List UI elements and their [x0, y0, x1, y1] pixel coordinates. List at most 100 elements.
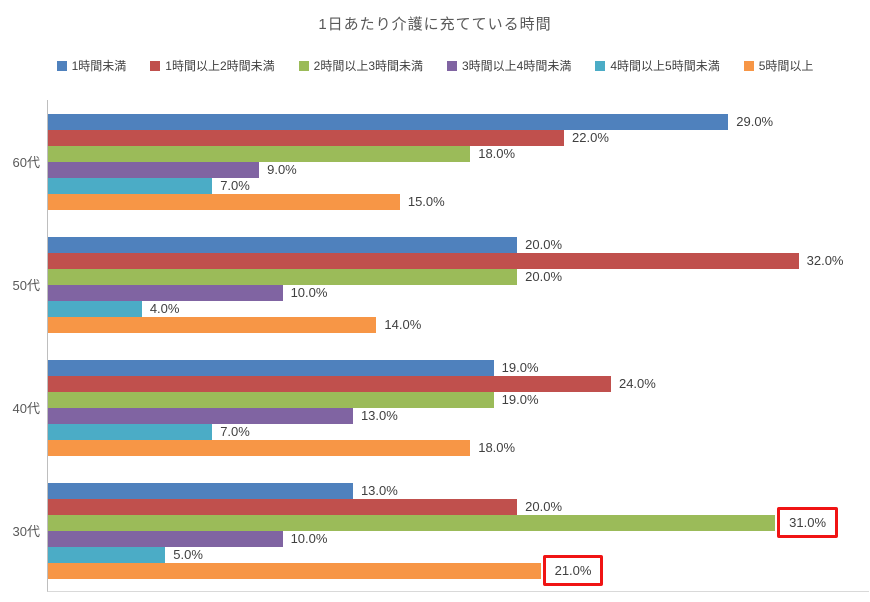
- legend-swatch-icon: [56, 60, 67, 71]
- value-label: 20.0%: [525, 237, 563, 252]
- bar-row: 13.0%: [48, 482, 869, 499]
- legend-label: 1時間以上2時間未満: [165, 59, 275, 73]
- bar-row: 15.0%: [48, 193, 869, 210]
- bar: [48, 193, 400, 210]
- value-label: 22.0%: [572, 130, 609, 145]
- bar: [48, 482, 353, 499]
- value-label: 14.0%: [384, 317, 422, 332]
- value-label: 5.0%: [173, 547, 203, 562]
- value-label-highlighted: 31.0%: [777, 507, 839, 538]
- legend-label: 2時間以上3時間未満: [313, 59, 423, 73]
- bar-row: 5.0%: [48, 546, 869, 563]
- value-label: 20.0%: [525, 269, 563, 284]
- bar-row: 18.0%: [48, 145, 869, 162]
- legend-swatch-icon: [298, 60, 309, 71]
- bar: [48, 316, 377, 333]
- legend-item: 4時間以上5時間未満: [595, 57, 720, 74]
- value-label: 13.0%: [360, 483, 398, 498]
- legend-swatch-icon: [447, 60, 457, 71]
- y-axis-tick-label: 60代: [12, 155, 40, 170]
- bar: [48, 407, 353, 424]
- bar-group: 29.0% 22.0% 18.0% 9.0% 7.0% 15.0%: [48, 100, 869, 223]
- legend-label: 3時間以上4時間未満: [462, 59, 572, 73]
- bar-row: 19.0%: [48, 391, 869, 408]
- legend-item: 3時間以上4時間未満: [447, 57, 571, 74]
- bar: [48, 113, 729, 130]
- y-axis-tick-label: 40代: [12, 401, 40, 416]
- bar-row: 22.0%: [48, 129, 869, 146]
- legend-label: 4時間以上5時間未満: [610, 59, 720, 73]
- bar: [48, 546, 166, 563]
- value-label: 20.0%: [525, 499, 563, 514]
- bar: [48, 145, 471, 162]
- y-axis-labels: 60代 50代 40代 30代: [0, 100, 42, 592]
- chart-title: 1日あたり介護に充てている時間: [318, 16, 552, 33]
- bar-row: 18.0%: [48, 439, 869, 456]
- legend-item: 1時間未満: [56, 57, 127, 74]
- legend-item: 1時間以上2時間未満: [150, 57, 275, 74]
- bar: [48, 562, 541, 579]
- bar-row: 20.0%: [48, 268, 869, 285]
- bar: [48, 236, 518, 253]
- legend-item: 2時間以上3時間未満: [298, 57, 423, 74]
- y-axis-tick-label: 30代: [12, 524, 40, 539]
- bar-row: 13.0%: [48, 407, 869, 424]
- bar-row: 21.0%: [48, 555, 869, 586]
- bar-group: 19.0% 24.0% 19.0% 13.0% 7.0% 18.0%: [48, 346, 869, 469]
- bar: [48, 129, 565, 146]
- bar: [48, 252, 799, 269]
- value-label: 4.0%: [149, 301, 180, 316]
- value-label: 13.0%: [360, 408, 398, 423]
- value-label: 7.0%: [220, 178, 250, 193]
- value-label: 32.0%: [806, 253, 844, 268]
- bar: [48, 514, 776, 531]
- bar: [48, 530, 283, 547]
- bar-row: 14.0%: [48, 316, 869, 333]
- legend-swatch-icon: [743, 60, 754, 71]
- value-label: 19.0%: [501, 360, 539, 375]
- bar-row: 7.0%: [48, 423, 869, 440]
- value-label: 7.0%: [220, 424, 250, 439]
- legend-swatch-icon: [150, 60, 161, 71]
- bar-row: 10.0%: [48, 284, 869, 301]
- bar: [48, 375, 611, 392]
- legend-label: 5時間以上: [758, 59, 814, 73]
- value-label-highlighted: 21.0%: [542, 555, 604, 586]
- bar: [48, 423, 213, 440]
- value-label: 10.0%: [290, 285, 328, 300]
- bar-row: 31.0%: [48, 507, 869, 538]
- bar: [48, 439, 471, 456]
- value-label: 18.0%: [478, 146, 516, 161]
- bar-row: 10.0%: [48, 530, 869, 547]
- value-label: 18.0%: [478, 440, 516, 455]
- value-label: 10.0%: [290, 531, 328, 546]
- legend-swatch-icon: [595, 60, 606, 71]
- bar-row: 24.0%: [48, 375, 869, 392]
- value-label: 24.0%: [618, 376, 656, 391]
- bar-group: 20.0% 32.0% 20.0% 10.0% 4.0% 14.0%: [48, 223, 869, 346]
- plot-area: 29.0% 22.0% 18.0% 9.0% 7.0% 15.0% 20.0% 32.0% 20…: [47, 100, 869, 592]
- legend-item: 5時間以上: [743, 57, 814, 74]
- bar-row: 19.0%: [48, 359, 869, 376]
- bar: [48, 161, 260, 178]
- bar: [48, 268, 518, 285]
- bar-group: 13.0% 20.0% 31.0% 10.0% 5.0% 21.0%: [48, 469, 869, 592]
- bar: [48, 300, 142, 317]
- legend-label: 1時間未満: [71, 59, 127, 73]
- bar: [48, 177, 213, 194]
- y-axis-tick-label: 50代: [12, 278, 40, 293]
- bar: [48, 391, 494, 408]
- bar-row: 9.0%: [48, 161, 869, 178]
- bar-row: 20.0%: [48, 236, 869, 253]
- value-label: 9.0%: [267, 162, 297, 177]
- bar: [48, 359, 494, 376]
- bar-row: 7.0%: [48, 177, 869, 194]
- bar-row: 32.0%: [48, 252, 869, 269]
- bar: [48, 284, 283, 301]
- bar-row: 4.0%: [48, 300, 869, 317]
- value-label: 19.0%: [501, 392, 539, 407]
- bar: [48, 498, 518, 515]
- value-label: 15.0%: [407, 194, 445, 209]
- bar-row: 20.0%: [48, 498, 869, 515]
